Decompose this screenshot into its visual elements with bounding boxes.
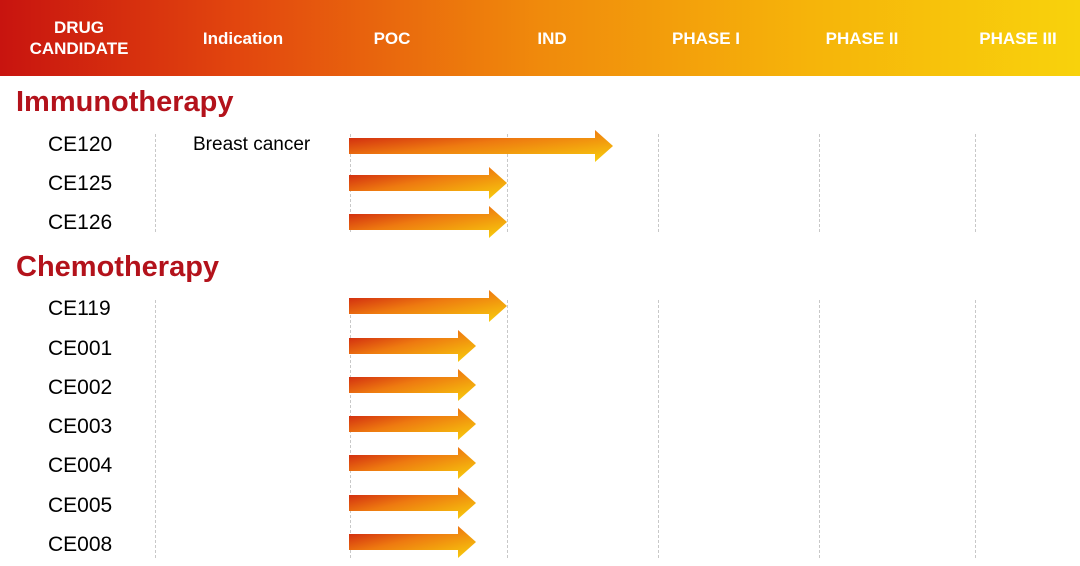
progress-arrow-ce120 xyxy=(349,130,613,162)
drug-label-ce005: CE005 xyxy=(48,494,113,517)
divider-line xyxy=(975,300,976,558)
divider-line xyxy=(819,134,820,232)
col-head-phase-2: PHASE II xyxy=(825,28,899,48)
col-head-ind: IND xyxy=(537,28,567,48)
divider-line xyxy=(658,134,659,232)
indication-ce120: Breast cancer xyxy=(193,134,311,155)
drug-label-ce008: CE008 xyxy=(48,533,113,556)
section-title-chemotherapy: Chemotherapy xyxy=(16,251,220,283)
divider-line xyxy=(155,300,156,558)
col-head-drug-candidate: DRUG CANDIDATE xyxy=(30,0,129,76)
pipeline-header: DRUG CANDIDATE Indication POC IND PHASE … xyxy=(0,0,1080,76)
divider-line xyxy=(975,134,976,232)
progress-arrow-ce001 xyxy=(349,330,476,362)
col-head-drug-candidate-line1: DRUG xyxy=(53,18,105,37)
progress-arrow-ce119 xyxy=(349,290,507,322)
col-head-drug-candidate-line2: CANDIDATE xyxy=(29,39,129,58)
divider-line xyxy=(507,300,508,558)
divider-line xyxy=(819,300,820,558)
drug-label-ce125: CE125 xyxy=(48,172,113,195)
progress-arrow-ce126 xyxy=(349,206,507,238)
col-head-phase-3: PHASE III xyxy=(979,28,1057,48)
progress-arrow-ce002 xyxy=(349,369,476,401)
progress-arrow-ce004 xyxy=(349,447,476,479)
section-title-immunotherapy: Immunotherapy xyxy=(16,86,234,118)
drug-label-ce003: CE003 xyxy=(48,415,113,438)
drug-label-ce119: CE119 xyxy=(48,297,111,320)
divider-line xyxy=(155,134,156,232)
divider-line xyxy=(658,300,659,558)
divider-line xyxy=(507,134,508,232)
drug-label-ce126: CE126 xyxy=(48,211,113,234)
drug-label-ce120: CE120 xyxy=(48,133,113,156)
progress-arrow-ce003 xyxy=(349,408,476,440)
col-head-poc: POC xyxy=(373,28,411,48)
drug-label-ce001: CE001 xyxy=(48,337,113,360)
progress-arrow-ce008 xyxy=(349,526,476,558)
drug-label-ce004: CE004 xyxy=(48,454,113,477)
col-head-indication: Indication xyxy=(202,28,284,48)
col-head-phase-1: PHASE I xyxy=(671,28,741,48)
progress-arrow-ce005 xyxy=(349,487,476,519)
drug-label-ce002: CE002 xyxy=(48,376,113,399)
progress-arrow-ce125 xyxy=(349,167,507,199)
